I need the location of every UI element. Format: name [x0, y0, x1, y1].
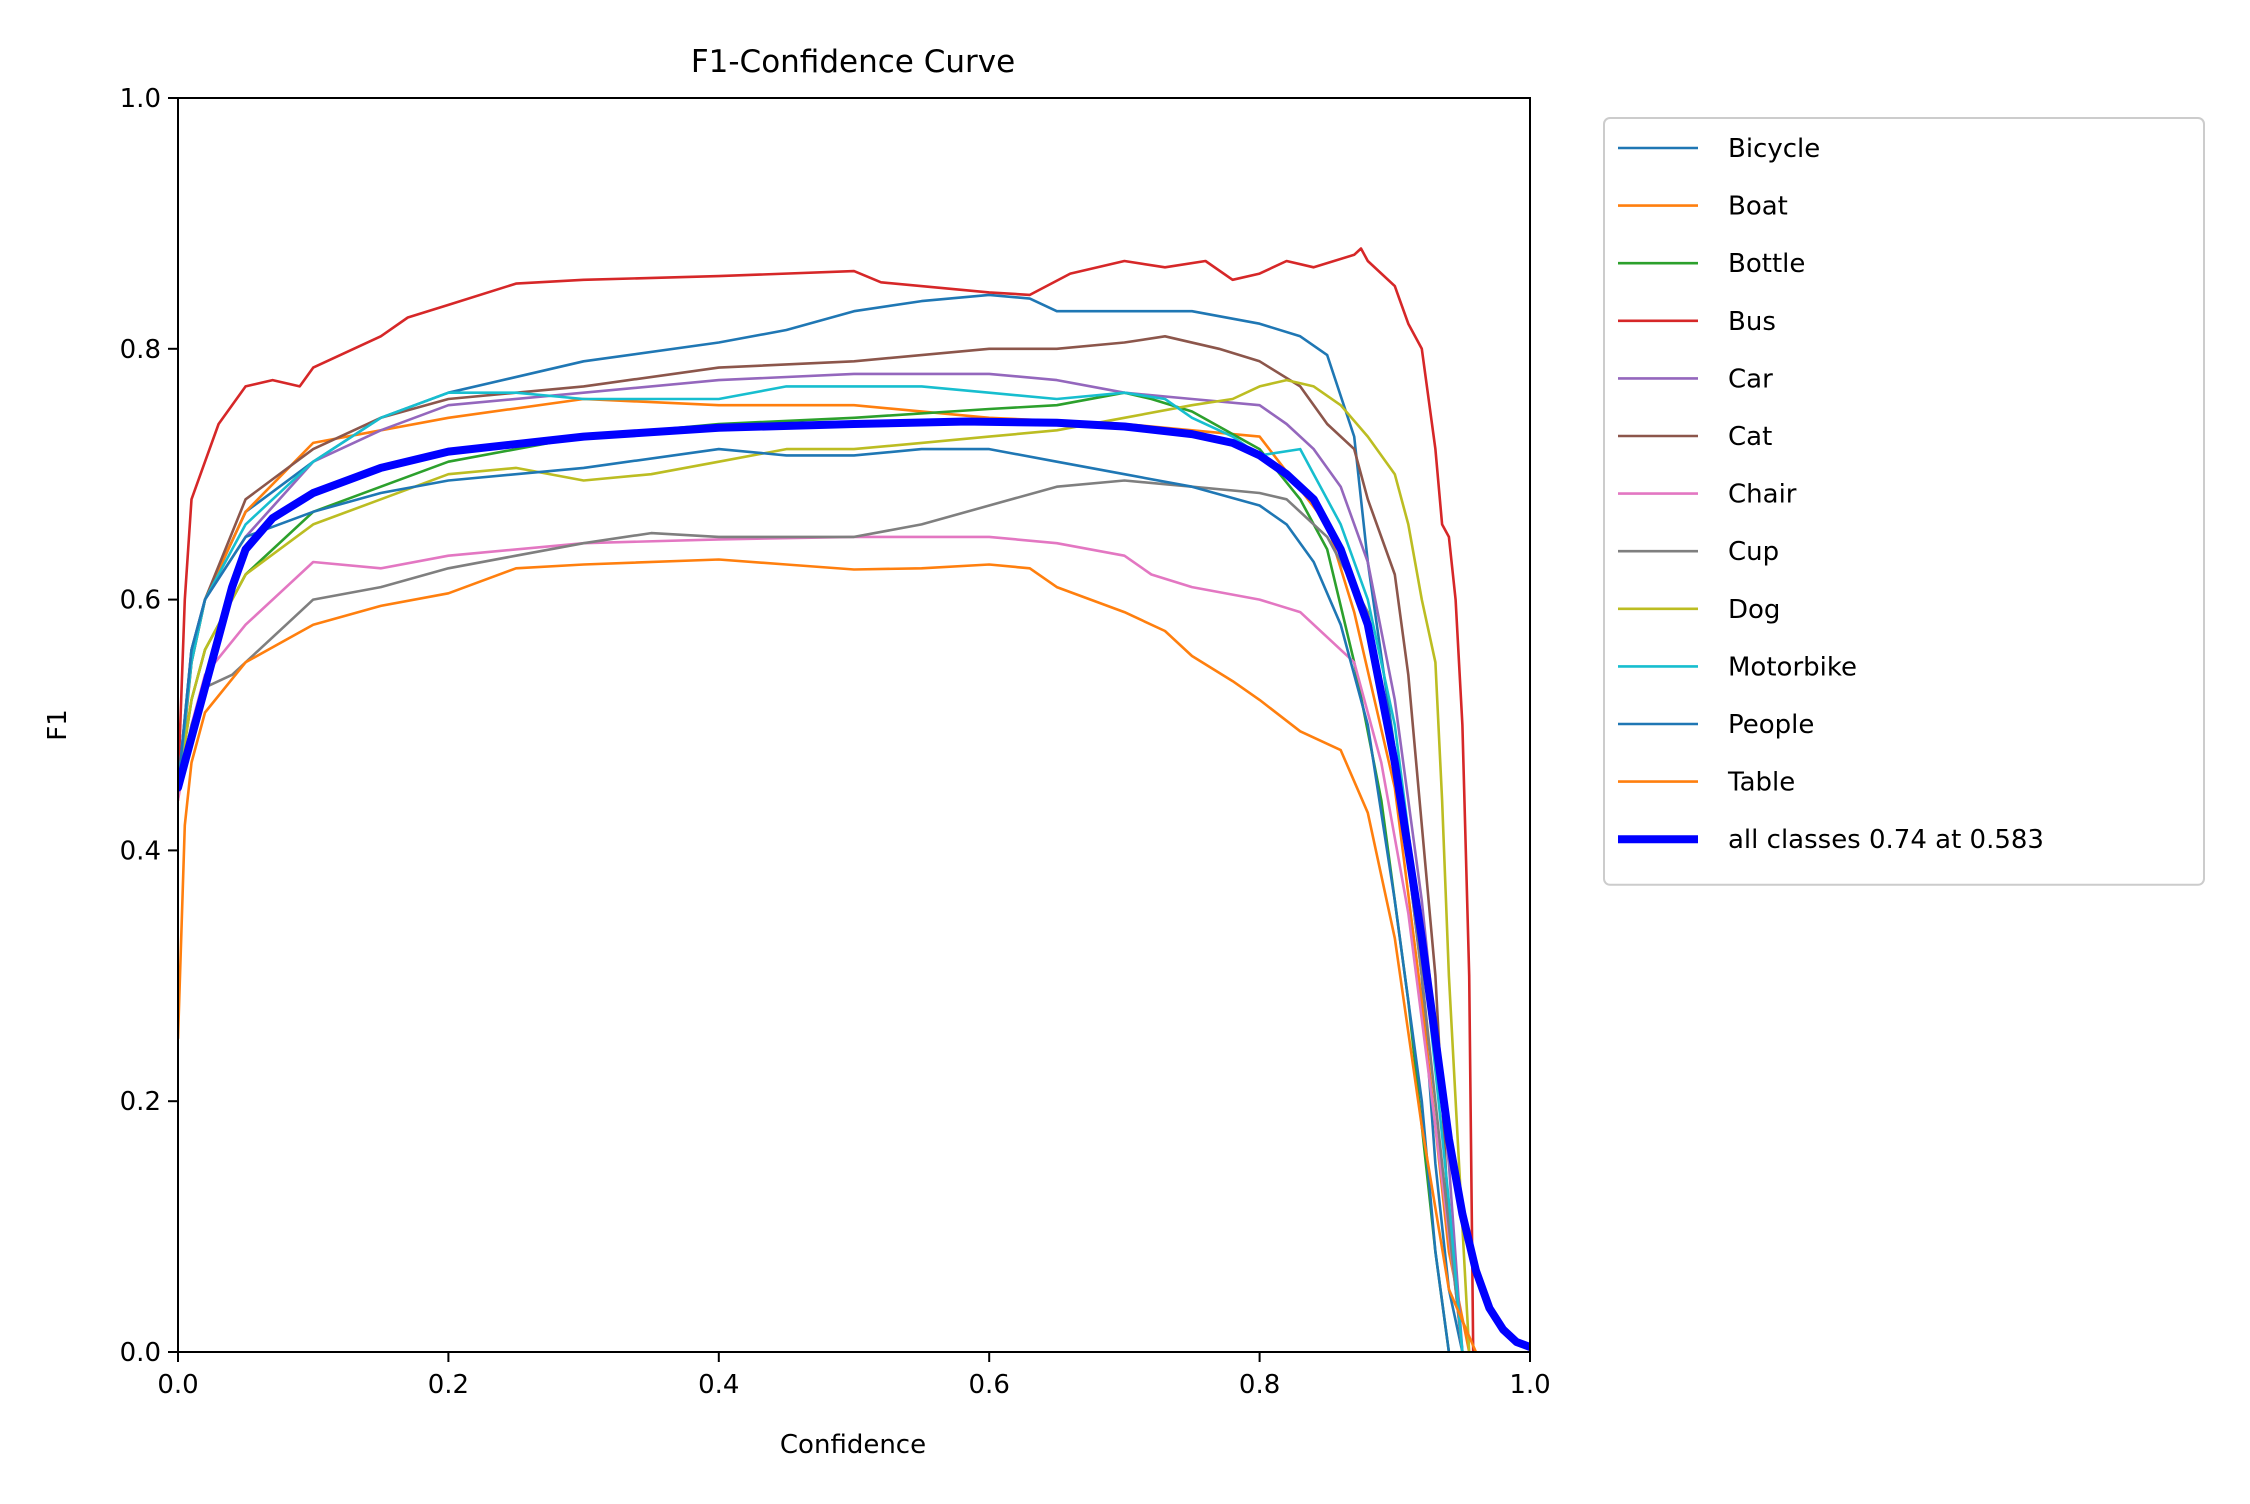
axes: 0.0 0.2 0.4 0.6 0.8 1.0 0.0 0.2 0.4 0.6 0.8 1.0	[120, 84, 1551, 1400]
series-line-table	[178, 558, 1478, 1352]
x-tick-label: 0.8	[1239, 1370, 1280, 1400]
x-tick-label: 0.6	[969, 1370, 1010, 1400]
x-axis-label: Confidence	[780, 1430, 926, 1460]
y-tick-label: 0.6	[120, 586, 161, 616]
legend-label: Chair	[1728, 480, 1797, 510]
legend-label: Dog	[1728, 595, 1780, 625]
legend-label: People	[1728, 710, 1814, 740]
x-tick-label: 0.2	[428, 1370, 469, 1400]
legend-label: Cup	[1728, 537, 1779, 567]
legend-label: all classes 0.74 at 0.583	[1728, 825, 2044, 855]
legend-label: Bus	[1728, 307, 1776, 337]
series-line-chair	[178, 535, 1464, 1352]
series-line-motorbike	[178, 385, 1464, 1352]
series-line-cat	[178, 335, 1464, 1352]
legend-label: Motorbike	[1728, 652, 1857, 682]
legend-label: Cat	[1728, 422, 1772, 452]
legend-box	[1603, 117, 2205, 886]
y-tick-label: 0.2	[120, 1087, 161, 1117]
series-line-people	[178, 447, 1451, 1352]
series-line-boat	[178, 397, 1471, 1352]
series-line-car	[178, 372, 1464, 1352]
series-line-bus	[178, 247, 1475, 1352]
series-line-all-classes-0-74-at-0-583	[178, 417, 1530, 1351]
x-tick-label: 0.4	[698, 1370, 739, 1400]
y-tick-label: 1.0	[120, 84, 161, 114]
legend: Bicycle Boat Bottle Bus Car Cat Chair Cup Dog Mot…	[1603, 117, 2205, 886]
y-axis-label: F1	[43, 709, 73, 741]
legend-label: Bicycle	[1728, 134, 1820, 164]
y-tick-label: 0.8	[120, 335, 161, 365]
legend-label: Table	[1727, 768, 1795, 798]
x-tick-label: 0.0	[157, 1370, 198, 1400]
chart-title: F1-Confidence Curve	[691, 44, 1015, 80]
legend-label: Bottle	[1728, 249, 1805, 279]
y-tick-label: 0.4	[120, 836, 161, 866]
x-tick-label: 1.0	[1509, 1370, 1550, 1400]
y-tick-label: 0.0	[120, 1338, 161, 1368]
legend-label: Boat	[1728, 192, 1788, 222]
plot-frame	[177, 97, 1531, 1353]
legend-label: Car	[1728, 364, 1773, 394]
